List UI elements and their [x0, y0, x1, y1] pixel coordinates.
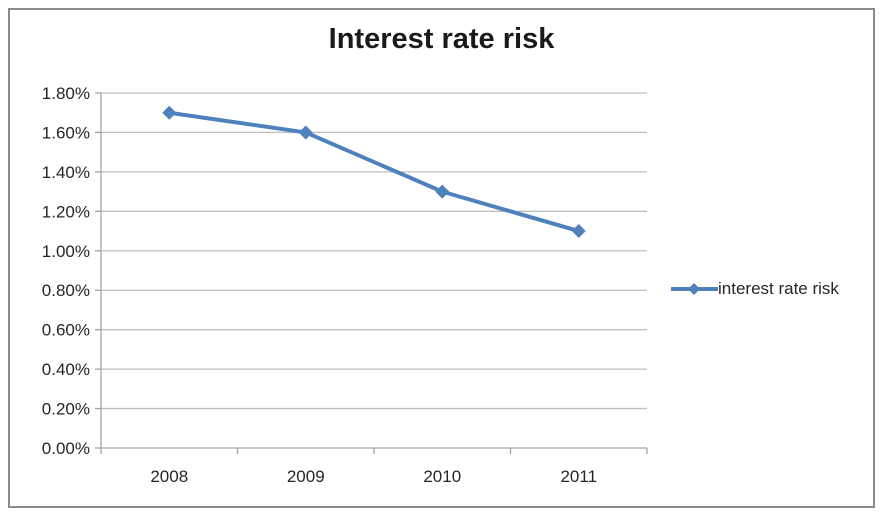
y-axis-label: 0.60% — [42, 321, 90, 340]
legend: interest rate risk — [671, 279, 839, 299]
y-axis-label: 1.40% — [42, 163, 90, 182]
y-axis-label: 1.80% — [42, 84, 90, 103]
legend-line-marker-icon — [671, 283, 718, 295]
data-point-marker — [435, 184, 450, 199]
series-line — [167, 110, 581, 234]
y-axis-label: 1.60% — [42, 123, 90, 142]
x-axis-label: 2011 — [560, 467, 597, 486]
data-point-marker — [298, 125, 313, 140]
chart-title: Interest rate risk — [328, 23, 555, 55]
y-axis-label: 1.20% — [42, 202, 90, 221]
y-axis-label: 0.20% — [42, 400, 90, 419]
y-axis-label: 0.40% — [42, 360, 90, 379]
y-axis-label: 0.80% — [42, 281, 90, 300]
x-axis-label: 2008 — [150, 467, 188, 486]
y-axis-label: 0.00% — [42, 439, 90, 458]
data-point-marker — [162, 105, 177, 120]
y-axis-label: 1.00% — [42, 242, 90, 261]
x-axis-label: 2009 — [287, 467, 325, 486]
legend-label: interest rate risk — [718, 279, 839, 298]
data-point-marker — [571, 224, 586, 239]
x-axis-label: 2010 — [423, 467, 461, 486]
